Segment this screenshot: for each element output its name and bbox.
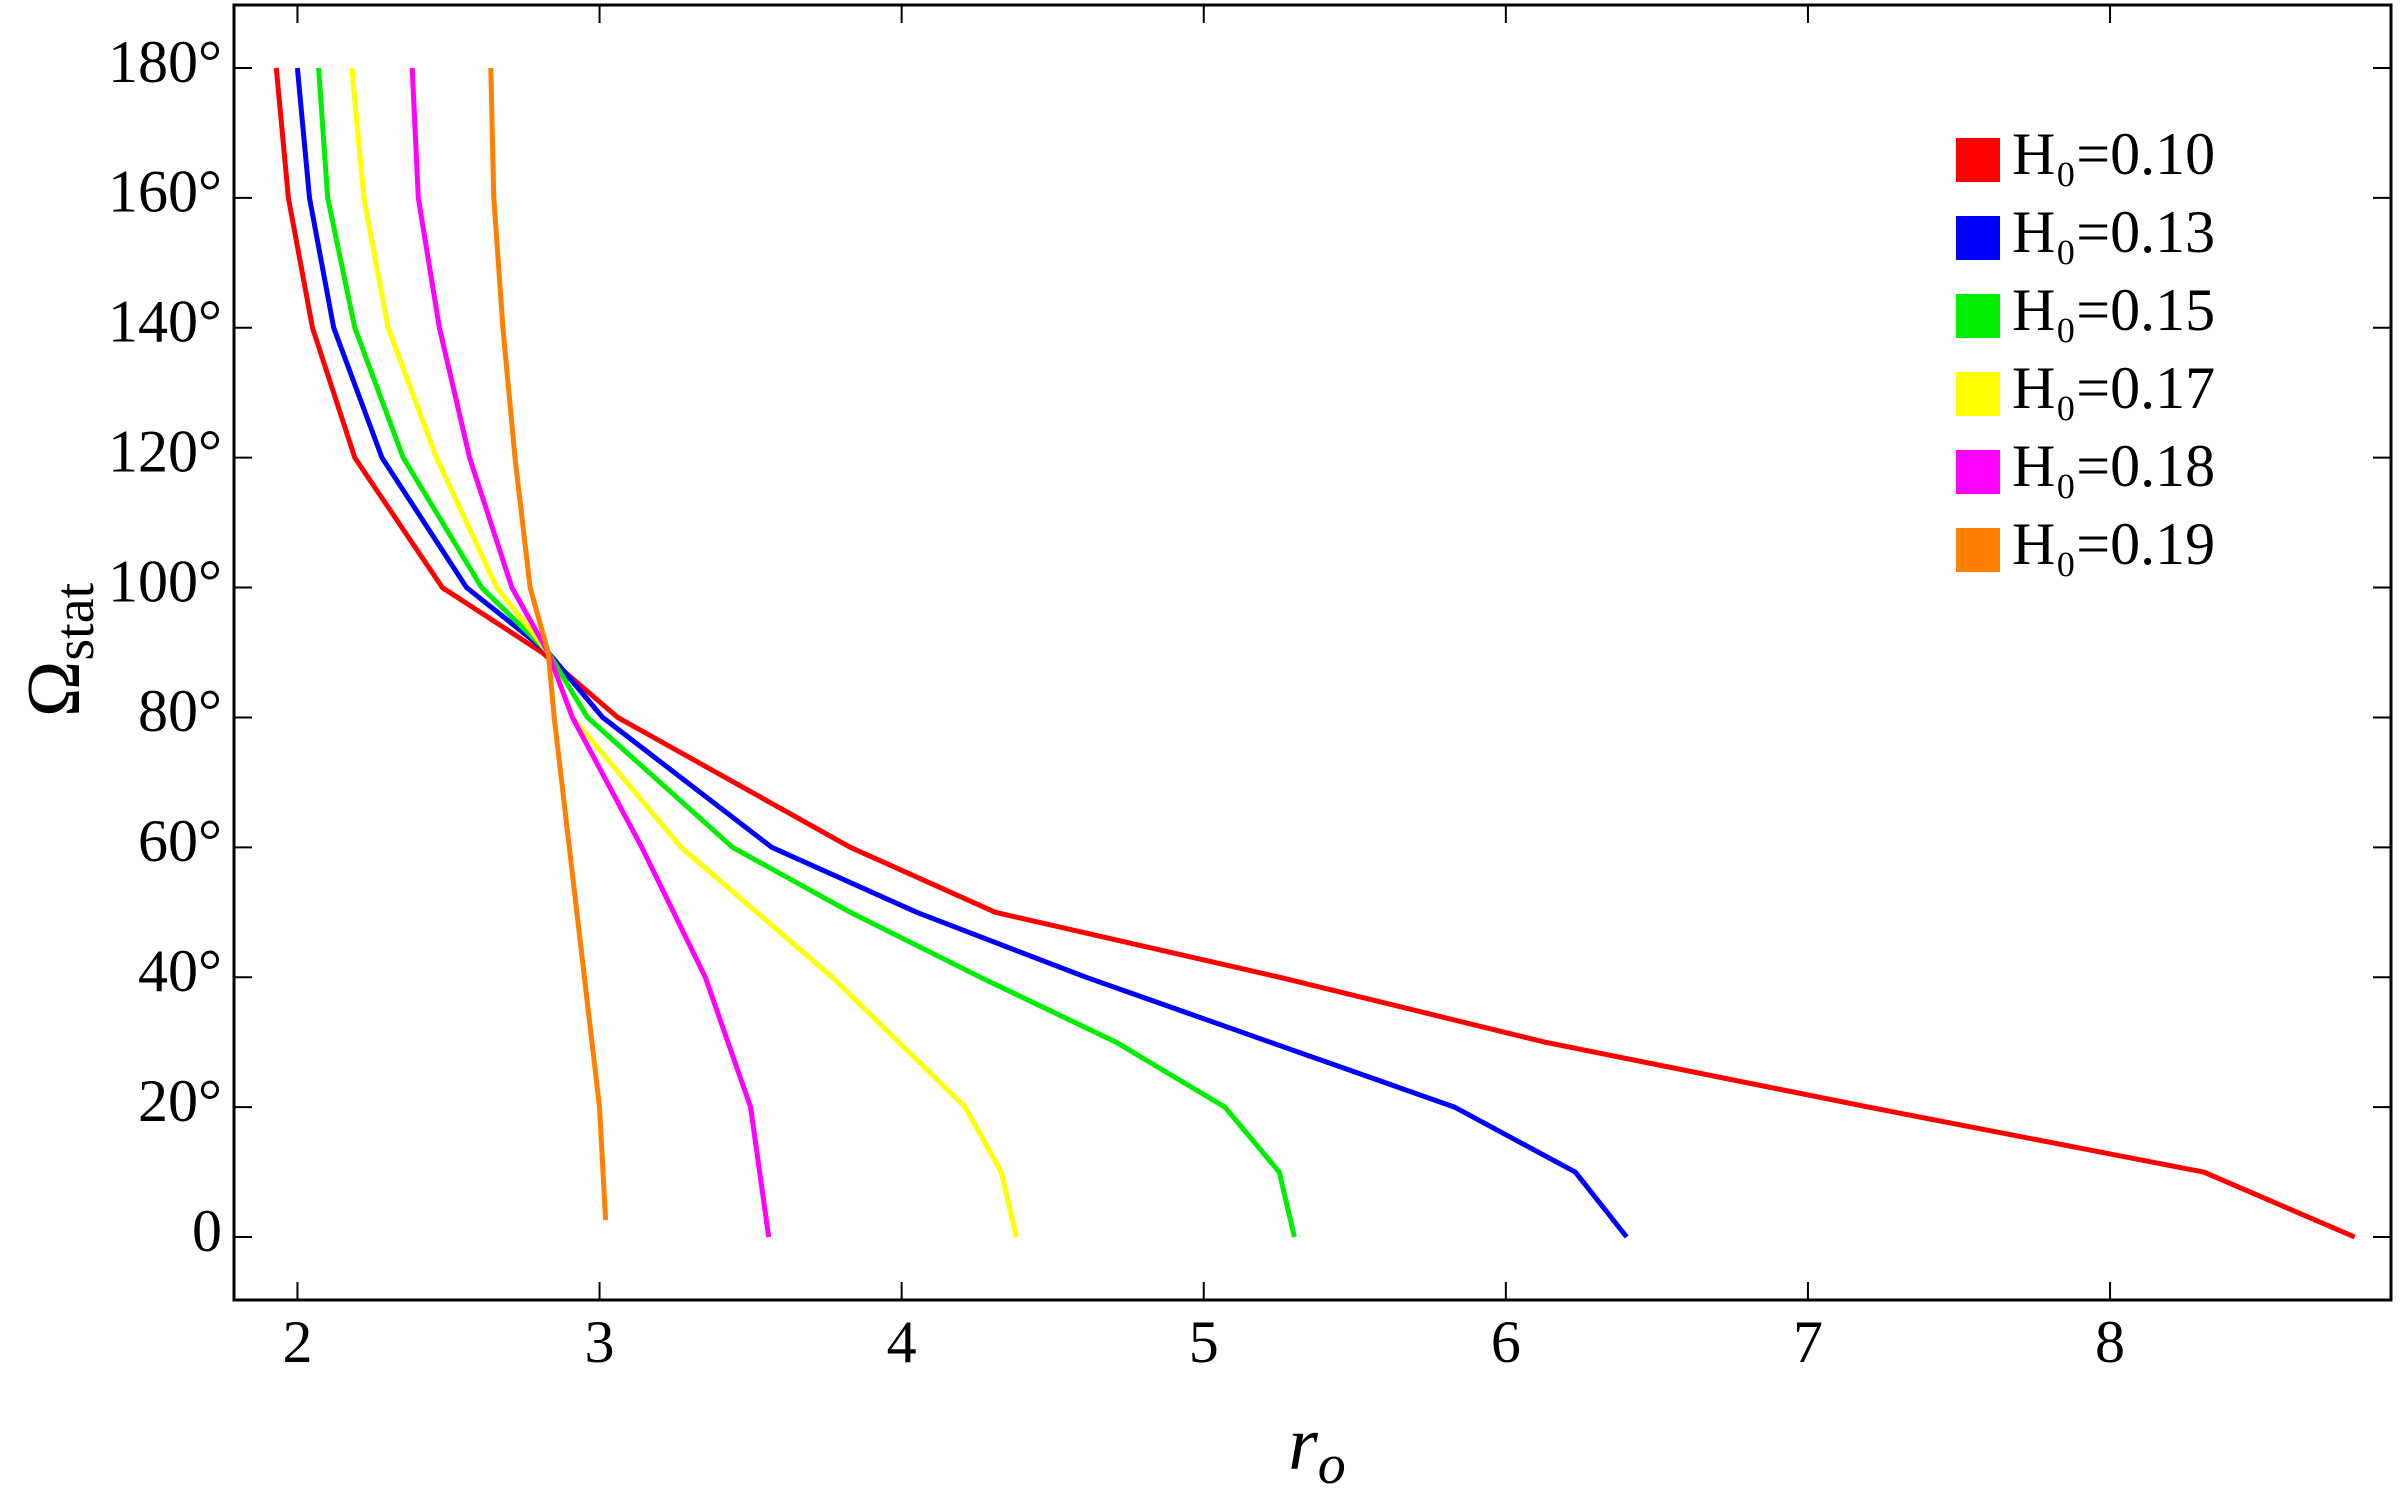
y-tick-label: 40° <box>138 938 222 1004</box>
y-axis-label: Ωstat <box>12 582 105 717</box>
y-tick-label: 140° <box>108 289 222 355</box>
x-tick-label: 4 <box>887 1309 917 1375</box>
x-tick-label: 8 <box>2095 1309 2125 1375</box>
y-tick-label: 160° <box>108 159 222 225</box>
legend-swatch <box>1956 294 2000 338</box>
legend-swatch <box>1956 138 2000 182</box>
series-line <box>349 67 1019 1238</box>
y-label-sub: stat <box>44 582 106 660</box>
series-line <box>488 67 609 1221</box>
y-tick-label: 180° <box>108 29 222 95</box>
y-tick-label: 0 <box>192 1198 222 1264</box>
x-label-base: r <box>1288 1402 1318 1486</box>
y-label-base: Ω <box>12 661 96 717</box>
plot-frame <box>232 3 2393 1302</box>
legend-swatch <box>1956 216 2000 260</box>
x-tick-label: 7 <box>1793 1309 1823 1375</box>
x-tick-label: 5 <box>1189 1309 1219 1375</box>
x-axis-label: ro <box>1288 1402 1346 1492</box>
series-line <box>316 67 1297 1238</box>
y-tick-label: 100° <box>108 548 222 614</box>
y-tick-label: 120° <box>108 418 222 484</box>
y-tick-label: 20° <box>138 1068 222 1134</box>
y-tick-label: 60° <box>138 808 222 874</box>
x-tick-label: 3 <box>585 1309 615 1375</box>
legend-label: H₀=0.17 <box>2012 355 2215 421</box>
legend-label: H₀=0.15 <box>2012 277 2215 343</box>
legend-label: H₀=0.13 <box>2012 199 2215 265</box>
x-label-sub: o <box>1318 1434 1346 1492</box>
x-tick-label: 2 <box>282 1309 312 1375</box>
legend-label: H₀=0.10 <box>2012 121 2215 187</box>
series-line <box>294 67 1629 1239</box>
legend-label: H₀=0.18 <box>2012 433 2215 499</box>
x-tick-label: 6 <box>1491 1309 1521 1375</box>
series-line <box>409 67 772 1238</box>
legend-swatch <box>1956 372 2000 416</box>
series-line <box>273 67 2356 1240</box>
legend-label: H₀=0.19 <box>2012 511 2215 577</box>
legend-swatch <box>1956 450 2000 494</box>
legend-swatch <box>1956 528 2000 572</box>
y-tick-label: 80° <box>138 678 222 744</box>
